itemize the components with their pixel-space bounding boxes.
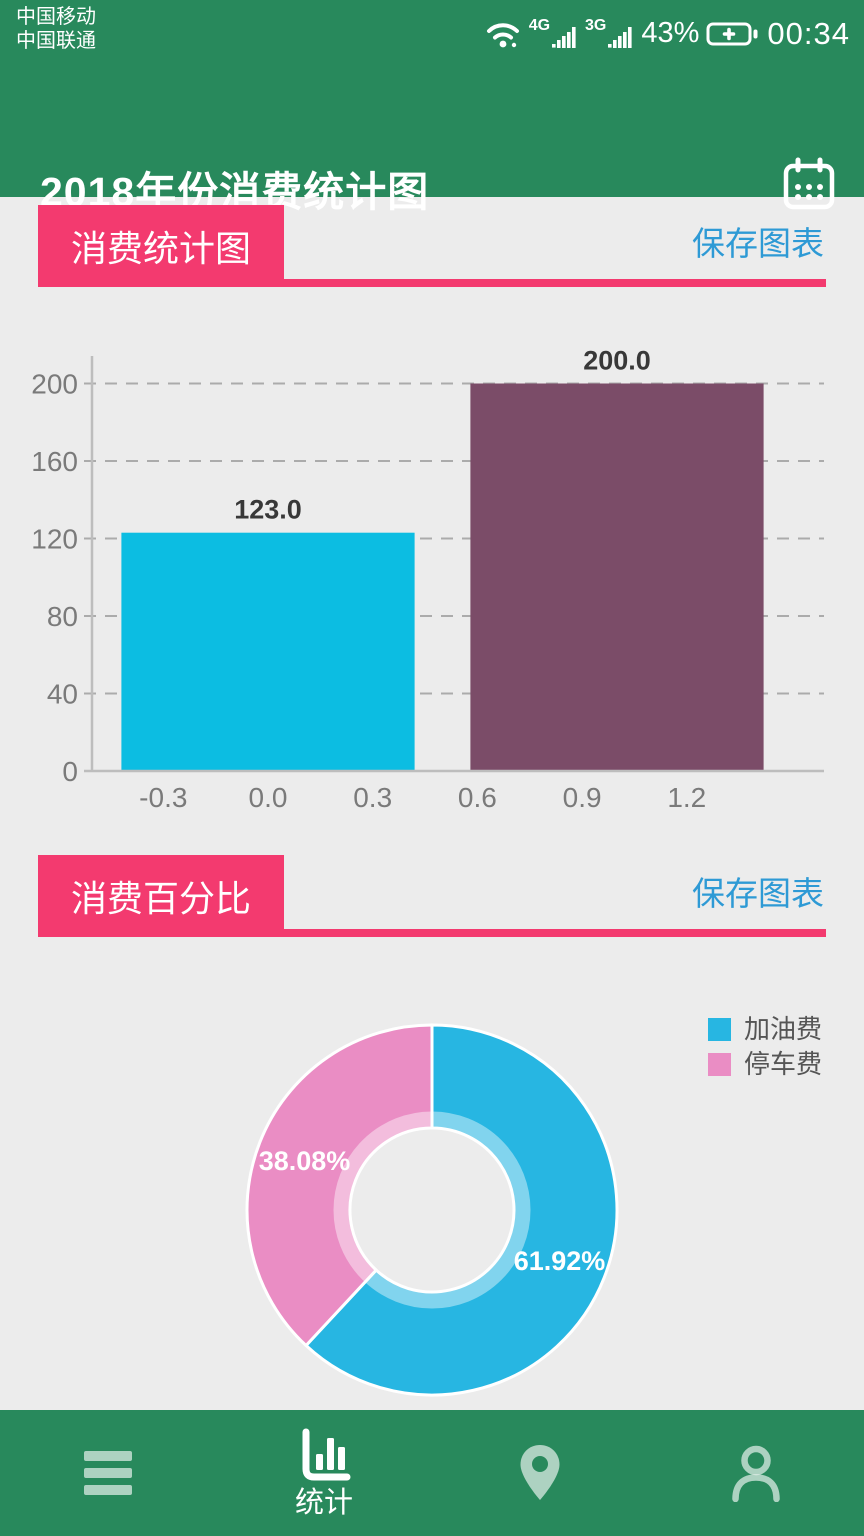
battery-charging-icon [706, 22, 758, 45]
x-axis-tick: 0.6 [458, 782, 497, 813]
network-4g-badge: 4G [528, 17, 551, 34]
save-bar-chart-button[interactable]: 保存图表 [692, 217, 824, 265]
bar-chart-card-header: 消费统计图 保存图表 [38, 205, 826, 287]
carrier-names: 中国移动 中国联通 [0, 0, 96, 57]
legend-swatch-parking [707, 1052, 731, 1076]
bar [470, 383, 764, 771]
card-underline [38, 279, 826, 287]
x-axis-tick: 0.9 [563, 782, 602, 813]
carrier-line1: 中国移动 [16, 6, 96, 28]
location-pin-icon [520, 1445, 560, 1500]
bar-chart: 0 40 80 120 160 200 123.0 200.0 -0.3 0.0 0.3 0.6 0.9… [31, 346, 824, 813]
nav-item-location[interactable] [432, 1410, 648, 1536]
carrier-line2: 中国联通 [16, 30, 96, 52]
donut-chart: 61.92% 38.08% [245, 1023, 619, 1397]
nav-item-stats[interactable]: 统计 [216, 1410, 432, 1536]
hamburger-icon [84, 1451, 132, 1495]
x-axis-tick: -0.3 [139, 782, 187, 813]
pie-chart-card-header: 消费百分比 保存图表 [38, 855, 826, 937]
pie-slice [304, 1023, 619, 1397]
calendar-button[interactable] [781, 157, 837, 213]
signal-bars-icon [552, 27, 576, 48]
y-axis-tick: 0 [62, 756, 78, 787]
card-underline [38, 929, 826, 937]
status-bar: 中国移动 中国联通 4G 3G [0, 0, 864, 57]
bar-value-label: 123.0 [234, 495, 302, 525]
y-axis-tick: 200 [31, 369, 78, 400]
pie-percent-label: 38.08% [259, 1146, 351, 1176]
signal-bars-icon [608, 27, 632, 48]
y-axis-tick: 80 [47, 601, 78, 632]
signal-4g: 4G [529, 18, 578, 49]
legend-label-fuel: 加油费 [743, 1014, 822, 1044]
y-axis-tick: 160 [31, 446, 78, 477]
pie-legend: 加油费 停车费 [707, 1014, 822, 1079]
save-pie-chart-button[interactable]: 保存图表 [692, 867, 824, 915]
network-3g-badge: 3G [585, 17, 607, 34]
legend-item-parking: 停车费 [707, 1049, 822, 1079]
x-axis-tick: 0.3 [353, 782, 392, 813]
nav-item-profile[interactable] [648, 1410, 864, 1536]
bar-chart-card-title: 消费统计图 [38, 205, 285, 287]
legend-label-parking: 停车费 [743, 1049, 822, 1079]
x-axis-tick: 0.0 [249, 782, 288, 813]
status-time: 00:34 [767, 16, 850, 51]
bottom-nav: 统计 [0, 1410, 864, 1536]
battery-percent: 43% [641, 17, 700, 49]
app-header: 2018年份消费统计图 [0, 57, 864, 215]
pie-chart-card-title: 消费百分比 [38, 855, 285, 937]
bar-chart-icon [302, 1428, 351, 1481]
nav-label-stats: 统计 [294, 1487, 353, 1519]
status-icons: 4G 3G 43% [485, 0, 864, 57]
x-axis-tick: 1.2 [667, 782, 706, 813]
calendar-icon [783, 157, 835, 210]
pie-slice [245, 1023, 434, 1347]
legend-swatch-fuel [707, 1017, 731, 1041]
signal-3g: 3G [585, 18, 634, 49]
person-icon [732, 1445, 780, 1502]
nav-item-menu[interactable] [0, 1410, 216, 1536]
bar [121, 532, 415, 771]
bar-value-label: 200.0 [583, 346, 651, 376]
wifi-icon [486, 23, 519, 48]
y-axis-tick: 120 [31, 524, 78, 555]
y-axis-tick: 40 [47, 679, 78, 710]
pie-percent-label: 61.92% [514, 1246, 606, 1276]
legend-item-fuel: 加油费 [707, 1014, 822, 1044]
donut-inner-ring [333, 1111, 531, 1309]
